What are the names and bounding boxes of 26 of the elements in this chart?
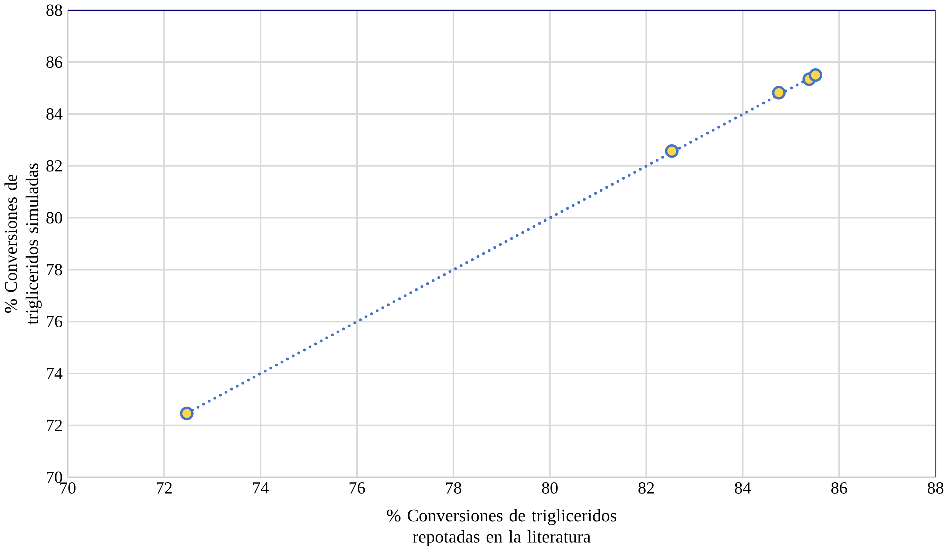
- y-tick-label: 72: [47, 420, 62, 432]
- y-tick-label: 78: [47, 264, 62, 276]
- y-tick-label: 86: [46, 56, 62, 68]
- x-tick-label: 78: [446, 482, 462, 494]
- x-tick-label: 74: [253, 482, 270, 494]
- x-tick-label: 76: [350, 482, 366, 494]
- y-tick-label: 84: [46, 108, 63, 120]
- x-tick-label: 84: [735, 482, 752, 494]
- point: [808, 68, 823, 82]
- x-axis-title: % Conversiones de trigliceridos repotadas en la literatura: [387, 509, 616, 546]
- x-tick-label: 72: [157, 482, 172, 494]
- x-tick-label: 82: [638, 482, 654, 494]
- y-axis-title: % Conversiones de trigliceridos simuladas: [4, 164, 42, 325]
- x-tick-label: 80: [542, 482, 558, 494]
- y-tick-label: 76: [47, 316, 62, 328]
- point: [772, 86, 786, 100]
- point: [180, 406, 194, 420]
- y-tick-label: 82: [46, 160, 62, 172]
- point: [665, 144, 679, 158]
- x-tick-label: 88: [928, 482, 944, 494]
- y-tick-label: 70: [47, 472, 62, 484]
- x-tick-label: 86: [832, 482, 848, 494]
- y-tick-label: 74: [47, 368, 63, 380]
- y-tick-label: 88: [46, 4, 62, 16]
- x-tick-label: 70: [60, 482, 76, 494]
- y-tick-label: 80: [46, 212, 62, 224]
